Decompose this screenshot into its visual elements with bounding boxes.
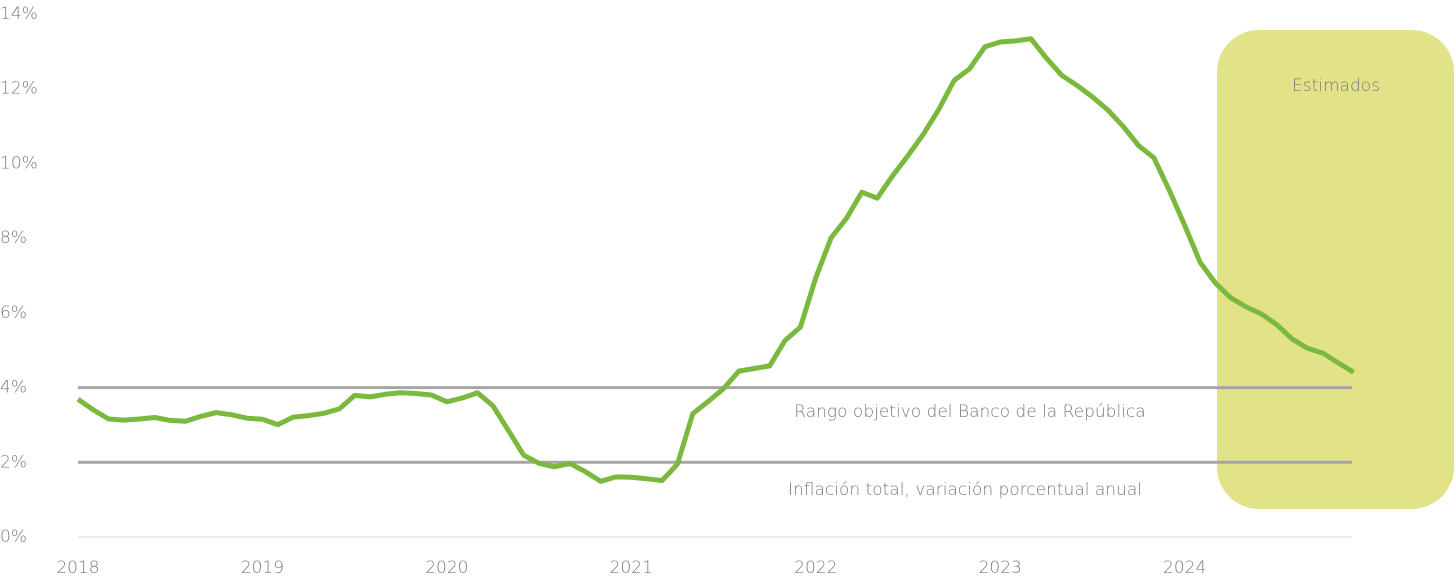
data-line — [76, 36, 1356, 484]
annotation: Rango objetivo del Banco de la República — [794, 402, 1145, 422]
y-tick-label: 12% — [0, 79, 38, 99]
y-tick-label: 14% — [0, 4, 38, 24]
y-tick-label: 10% — [0, 153, 38, 173]
y-tick-label: 4% — [0, 378, 27, 398]
x-tick-label: 2019 — [241, 558, 284, 578]
x-tick-label: 2021 — [610, 558, 653, 578]
region-label: Estimados — [1292, 76, 1380, 96]
y-tick-label: 2% — [0, 452, 27, 472]
x-tick-label: 2020 — [425, 558, 468, 578]
y-tick-label: 0% — [0, 527, 27, 547]
estimated-region — [1217, 30, 1454, 509]
x-tick-label: 2022 — [794, 558, 837, 578]
y-tick-label: 6% — [0, 303, 27, 323]
annotation: Inflación total, variación porcentual an… — [788, 480, 1142, 500]
x-tick-label: 2024 — [1163, 558, 1206, 578]
y-tick-label: 8% — [0, 228, 27, 248]
x-tick-label: 2018 — [56, 558, 99, 578]
x-tick-label: 2023 — [979, 558, 1022, 578]
